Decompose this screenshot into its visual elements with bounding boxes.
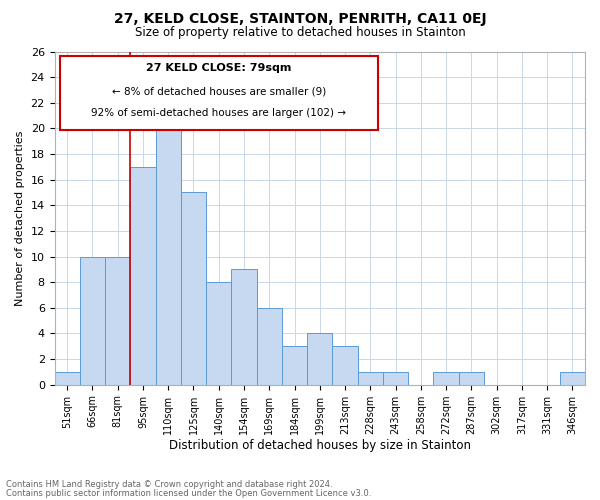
Bar xyxy=(55,372,80,384)
Text: Contains public sector information licensed under the Open Government Licence v3: Contains public sector information licen… xyxy=(6,490,371,498)
Bar xyxy=(181,192,206,384)
Bar xyxy=(358,372,383,384)
FancyBboxPatch shape xyxy=(60,56,378,130)
Bar xyxy=(206,282,232,384)
Text: Size of property relative to detached houses in Stainton: Size of property relative to detached ho… xyxy=(134,26,466,39)
Bar xyxy=(458,372,484,384)
Bar xyxy=(433,372,458,384)
Text: 27 KELD CLOSE: 79sqm: 27 KELD CLOSE: 79sqm xyxy=(146,63,292,73)
Bar xyxy=(257,308,282,384)
Text: 27, KELD CLOSE, STAINTON, PENRITH, CA11 0EJ: 27, KELD CLOSE, STAINTON, PENRITH, CA11 … xyxy=(113,12,487,26)
Bar xyxy=(232,270,257,384)
Y-axis label: Number of detached properties: Number of detached properties xyxy=(15,130,25,306)
Text: 92% of semi-detached houses are larger (102) →: 92% of semi-detached houses are larger (… xyxy=(91,108,346,118)
Bar xyxy=(307,334,332,384)
Bar xyxy=(383,372,408,384)
Bar xyxy=(130,167,155,384)
Text: Contains HM Land Registry data © Crown copyright and database right 2024.: Contains HM Land Registry data © Crown c… xyxy=(6,480,332,489)
Bar xyxy=(105,256,130,384)
Bar xyxy=(560,372,585,384)
Bar xyxy=(282,346,307,385)
Text: ← 8% of detached houses are smaller (9): ← 8% of detached houses are smaller (9) xyxy=(112,86,326,97)
X-axis label: Distribution of detached houses by size in Stainton: Distribution of detached houses by size … xyxy=(169,440,471,452)
Bar xyxy=(80,256,105,384)
Bar xyxy=(155,116,181,384)
Bar xyxy=(332,346,358,385)
